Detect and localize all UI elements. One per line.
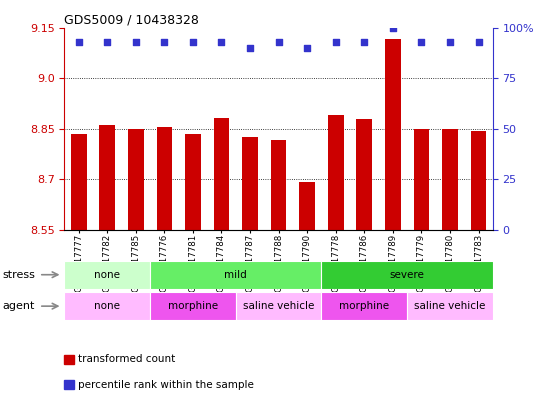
Bar [413, 129, 430, 230]
Bar [321, 292, 407, 320]
Text: morphine: morphine [168, 301, 218, 311]
Text: transformed count: transformed count [78, 354, 176, 364]
Point [302, 44, 311, 51]
Bar [407, 292, 493, 320]
Point [103, 39, 112, 45]
Text: saline vehicle: saline vehicle [243, 301, 314, 311]
Point [160, 39, 169, 45]
Bar [150, 292, 236, 320]
Bar [128, 129, 144, 230]
Bar [64, 292, 150, 320]
Point [446, 39, 455, 45]
Point [388, 24, 397, 31]
Text: mild: mild [225, 270, 247, 280]
Point [331, 39, 340, 45]
Bar [356, 119, 372, 230]
Bar [270, 140, 287, 230]
Point [474, 39, 483, 45]
Text: saline vehicle: saline vehicle [414, 301, 486, 311]
Bar [71, 134, 87, 230]
Text: stress: stress [3, 270, 36, 280]
Bar [442, 129, 458, 230]
Point [188, 39, 198, 45]
Text: severe: severe [390, 270, 424, 280]
Bar [470, 131, 487, 230]
Point [217, 39, 226, 45]
Text: none: none [94, 270, 120, 280]
Text: morphine: morphine [339, 301, 389, 311]
Text: GDS5009 / 10438328: GDS5009 / 10438328 [64, 13, 199, 26]
Bar [236, 292, 321, 320]
Bar [385, 39, 401, 230]
Text: percentile rank within the sample: percentile rank within the sample [78, 380, 254, 390]
Text: agent: agent [3, 301, 35, 311]
Text: none: none [94, 301, 120, 311]
Point [360, 39, 368, 45]
Bar [242, 137, 258, 230]
Point [131, 39, 140, 45]
Bar [321, 261, 493, 289]
Bar [99, 125, 115, 230]
Bar [328, 114, 344, 230]
Bar [299, 182, 315, 230]
Bar [185, 134, 201, 230]
Point [245, 44, 254, 51]
Bar [64, 261, 150, 289]
Bar [150, 261, 321, 289]
Point [417, 39, 426, 45]
Bar [156, 127, 172, 230]
Point [274, 39, 283, 45]
Point [74, 39, 83, 45]
Bar [213, 118, 230, 230]
